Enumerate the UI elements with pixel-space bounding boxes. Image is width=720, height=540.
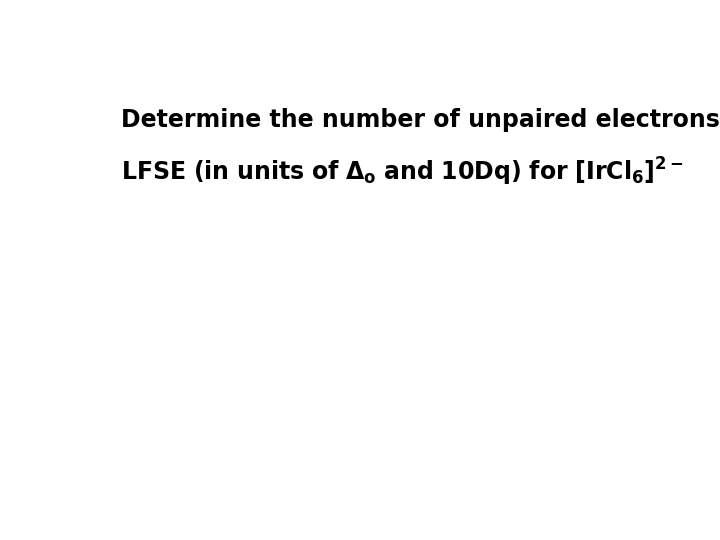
- Text: $\mathbf{LFSE\ (in\ units\ of\ \Delta_o\ and\ 10Dq)\ for\ [IrCl_6]^{2-}}$: $\mathbf{LFSE\ (in\ units\ of\ \Delta_o\…: [121, 156, 683, 187]
- Text: Determine the number of unpaired electrons and: Determine the number of unpaired electro…: [121, 109, 720, 132]
